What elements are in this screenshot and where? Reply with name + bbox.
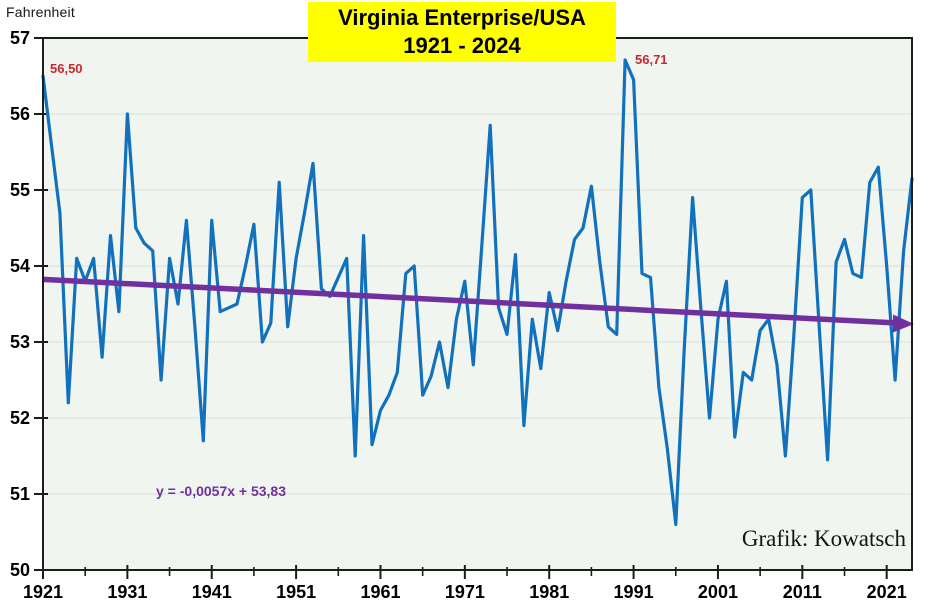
credit-label: Grafik: Kowatsch [741, 526, 906, 551]
trend-arrowhead [893, 314, 914, 333]
x-tick-label: 1941 [192, 582, 232, 602]
y-tick-label: 56 [10, 104, 30, 124]
annotation-peak-value: 56,71 [635, 52, 668, 67]
chart-title-line2: 1921 - 2024 [403, 33, 521, 58]
x-tick-label: 2021 [867, 582, 907, 602]
temperature-series-line [41, 58, 914, 527]
x-tick-label: 2001 [698, 582, 738, 602]
y-axis-unit-label: Fahrenheit [6, 4, 75, 20]
chart-title-box: Virginia Enterprise/USA 1921 - 2024 [308, 2, 616, 62]
y-tick-label: 52 [10, 408, 30, 428]
x-tick-label: 1961 [360, 582, 400, 602]
trend-equation-label: y = -0,0057x + 53,83 [156, 483, 286, 499]
x-tick-label: 1921 [23, 582, 63, 602]
y-tick-label: 51 [10, 484, 30, 504]
x-tick-label: 1951 [276, 582, 316, 602]
y-tick-label: 55 [10, 180, 30, 200]
y-tick-label: 54 [10, 256, 30, 276]
y-tick-label: 50 [10, 560, 30, 580]
x-tick-label: 1991 [614, 582, 654, 602]
chart-title-line1: Virginia Enterprise/USA [338, 5, 586, 30]
x-tick-label: 1971 [445, 582, 485, 602]
x-tick-label: 1931 [107, 582, 147, 602]
y-tick-label: 53 [10, 332, 30, 352]
y-tick-label: 57 [10, 28, 30, 48]
x-tick-label: 1981 [529, 582, 569, 602]
x-tick-label: 2011 [783, 582, 822, 602]
annotation-first-value: 56,50 [50, 61, 83, 76]
trend-line [42, 276, 898, 326]
